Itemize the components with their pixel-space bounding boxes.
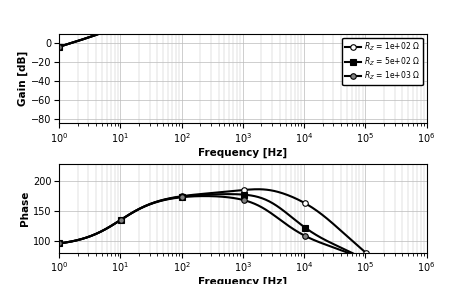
Y-axis label: Gain [dB]: Gain [dB]: [18, 51, 28, 106]
$R_Z$ = 1e+03 Ω: [58, 45, 64, 48]
Line: $R_Z$ = 5e+02 Ω: $R_Z$ = 5e+02 Ω: [56, 0, 429, 49]
$R_Z$ = 5e+02 Ω: [56, 45, 62, 49]
$R_Z$ = 1e+03 Ω: [56, 45, 62, 49]
Legend: $R_Z$ = 1e+02 Ω, $R_Z$ = 5e+02 Ω, $R_Z$ = 1e+03 Ω: $R_Z$ = 1e+02 Ω, $R_Z$ = 5e+02 Ω, $R_Z$ …: [342, 38, 423, 85]
$R_Z$ = 5e+02 Ω: [58, 45, 64, 48]
X-axis label: Frequency [Hz]: Frequency [Hz]: [198, 277, 288, 284]
$R_Z$ = 1e+02 Ω: [58, 45, 64, 48]
Y-axis label: Phase: Phase: [20, 191, 30, 226]
Line: $R_Z$ = 1e+03 Ω: $R_Z$ = 1e+03 Ω: [56, 0, 429, 49]
Line: $R_Z$ = 1e+02 Ω: $R_Z$ = 1e+02 Ω: [56, 0, 429, 49]
$R_Z$ = 1e+02 Ω: [56, 45, 62, 49]
X-axis label: Frequency [Hz]: Frequency [Hz]: [198, 148, 288, 158]
